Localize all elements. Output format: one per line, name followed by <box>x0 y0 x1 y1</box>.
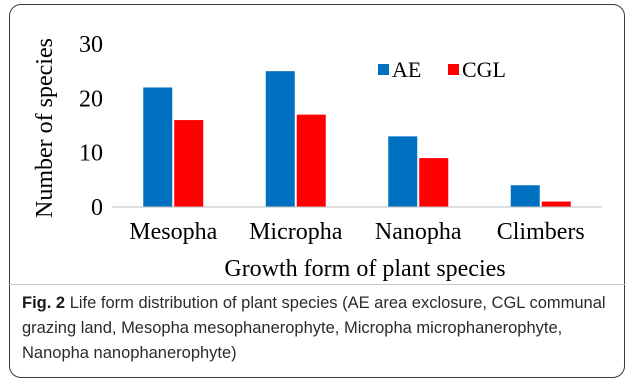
caption-divider <box>9 284 625 285</box>
bar-cgl-micropha <box>296 114 326 207</box>
legend-label-cgl: CGL <box>462 57 506 82</box>
legend: AE CGL <box>378 57 506 82</box>
y-tick-label: 0 <box>91 195 103 221</box>
y-tick-label: 10 <box>79 141 103 167</box>
y-tick-label: 20 <box>79 86 103 112</box>
x-axis-tick-labels: Mesopha Micropha Nanopha Climbers <box>129 219 584 245</box>
x-tick-label: Mesopha <box>129 219 217 245</box>
bar-ae-climbers <box>510 185 540 207</box>
figure-caption: Fig. 2 Life form distribution of plant s… <box>22 291 618 366</box>
x-tick-label: Micropha <box>249 219 343 245</box>
legend-swatch-ae <box>378 64 389 75</box>
bar-chart: 0 10 20 30 Mesopha Micropha Nanopha Climbers N… <box>32 32 602 282</box>
bar-ae-nanopha <box>388 136 418 207</box>
legend-swatch-cgl <box>448 64 459 75</box>
caption-text: Life form distribution of plant species … <box>22 294 606 362</box>
caption-label: Fig. 2 <box>22 294 66 312</box>
x-axis-label: Growth form of plant species <box>224 256 505 282</box>
bar-cgl-climbers <box>541 201 571 207</box>
x-tick-label: Climbers <box>497 219 585 245</box>
bar-ae-mesopha <box>143 87 173 207</box>
bar-ae-micropha <box>265 71 295 208</box>
y-axis-label: Number of species <box>32 38 58 218</box>
bar-cgl-nanopha <box>419 158 449 207</box>
bars <box>143 71 571 208</box>
y-axis-ticks: 0 10 20 30 <box>79 32 103 221</box>
y-tick-label: 30 <box>79 32 103 58</box>
bar-cgl-mesopha <box>174 120 204 207</box>
legend-label-ae: AE <box>392 57 421 82</box>
x-tick-label: Nanopha <box>375 219 462 245</box>
